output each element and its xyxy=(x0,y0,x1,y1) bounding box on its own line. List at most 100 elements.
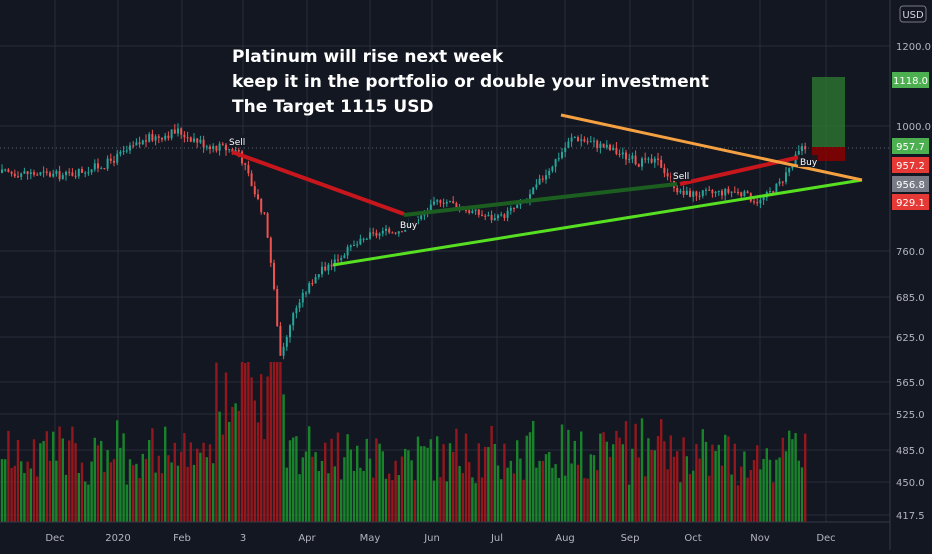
price-tag: 957.7 xyxy=(892,138,929,154)
volume-bar xyxy=(135,463,138,522)
support-line xyxy=(332,178,863,267)
candle-body xyxy=(676,188,679,193)
candle-body xyxy=(301,292,304,303)
volume-bar xyxy=(93,437,96,522)
x-tick-label: Sep xyxy=(621,533,640,544)
candle-body xyxy=(785,172,787,183)
volume-bar xyxy=(701,429,704,522)
volume-bar xyxy=(452,451,455,522)
volume-bar xyxy=(160,473,164,522)
volume-bar xyxy=(586,478,589,522)
candle-body xyxy=(116,153,119,163)
volume-bar xyxy=(436,436,439,522)
candle-body xyxy=(628,158,631,160)
candle-body xyxy=(529,194,531,201)
volume-bar xyxy=(16,439,20,522)
volume-bar xyxy=(618,437,621,522)
volume-bar xyxy=(640,418,644,522)
volume-bar xyxy=(55,460,58,522)
candle-body xyxy=(346,247,349,256)
volume-bar xyxy=(109,462,112,522)
candle-body xyxy=(7,169,10,172)
candle-body xyxy=(666,173,669,177)
volume-bar xyxy=(272,362,276,522)
candle-body xyxy=(743,191,746,197)
volume-bar xyxy=(762,458,765,522)
volume-bar xyxy=(752,460,756,522)
volume-bar xyxy=(100,440,103,522)
volume-bar xyxy=(650,449,653,522)
currency-tag[interactable]: USD xyxy=(899,5,927,23)
candle-body xyxy=(625,152,627,160)
candle-body xyxy=(77,168,80,177)
volume-bar xyxy=(90,461,93,522)
candle-body xyxy=(721,190,723,196)
candle-body xyxy=(71,172,74,176)
volume-bar xyxy=(0,459,4,522)
volume-bar xyxy=(384,478,388,522)
candle-body xyxy=(317,274,320,278)
candle-body xyxy=(573,137,576,139)
y-tick-label: 525.0 xyxy=(896,410,925,421)
volume-bar xyxy=(199,452,202,522)
grid xyxy=(0,0,890,522)
candle-body xyxy=(81,168,83,173)
candle-body xyxy=(273,262,275,289)
volume-bar xyxy=(503,443,506,522)
candle-body xyxy=(289,325,291,338)
candle-body xyxy=(125,150,128,152)
candle-body xyxy=(612,147,615,151)
candle-body xyxy=(321,266,323,275)
volume-bar xyxy=(173,442,176,522)
volume-bar xyxy=(676,451,679,522)
volume-bar xyxy=(775,459,778,522)
volume-bar xyxy=(388,473,391,522)
candle-body xyxy=(746,191,749,194)
volume-bar xyxy=(733,443,736,522)
candle-body xyxy=(660,159,663,168)
candle-body xyxy=(465,209,467,211)
candle-body xyxy=(305,292,307,294)
candle-body xyxy=(759,199,762,204)
volume-bars xyxy=(0,362,807,522)
candle-body xyxy=(45,171,48,173)
volume-bar xyxy=(621,444,624,522)
price-tag-label: 957.7 xyxy=(896,142,925,153)
candle-body xyxy=(20,173,23,177)
volume-bar xyxy=(717,444,720,522)
candle-body xyxy=(10,171,13,174)
volume-bar xyxy=(192,464,196,522)
stop-zone xyxy=(812,147,845,161)
volume-bar xyxy=(519,458,522,522)
candle-body xyxy=(282,346,285,356)
candle-body xyxy=(26,171,29,175)
volume-bar xyxy=(516,440,519,522)
candle-body xyxy=(772,191,775,194)
candle-body xyxy=(33,172,35,175)
resistance-line xyxy=(560,113,863,182)
candle-body xyxy=(484,215,487,217)
volume-bar xyxy=(154,472,157,522)
candle-body xyxy=(602,143,605,148)
candle-body xyxy=(714,191,717,194)
volume-bar xyxy=(324,442,327,522)
candle-body xyxy=(337,259,339,261)
volume-bar xyxy=(708,475,711,522)
x-tick-label: 2020 xyxy=(105,533,130,544)
volume-bar xyxy=(570,463,573,522)
volume-bar xyxy=(532,420,535,522)
volume-bar xyxy=(368,458,372,522)
volume-bar xyxy=(426,447,429,522)
candle-body xyxy=(145,140,147,142)
volume-bar xyxy=(282,394,285,522)
volume-bar xyxy=(554,464,557,522)
volume-bar xyxy=(279,362,282,522)
volume-bar xyxy=(804,433,807,522)
x-tick-label: Dec xyxy=(45,533,64,544)
volume-bar xyxy=(576,464,580,522)
volume-bar xyxy=(202,442,205,522)
volume-bar xyxy=(61,438,64,522)
